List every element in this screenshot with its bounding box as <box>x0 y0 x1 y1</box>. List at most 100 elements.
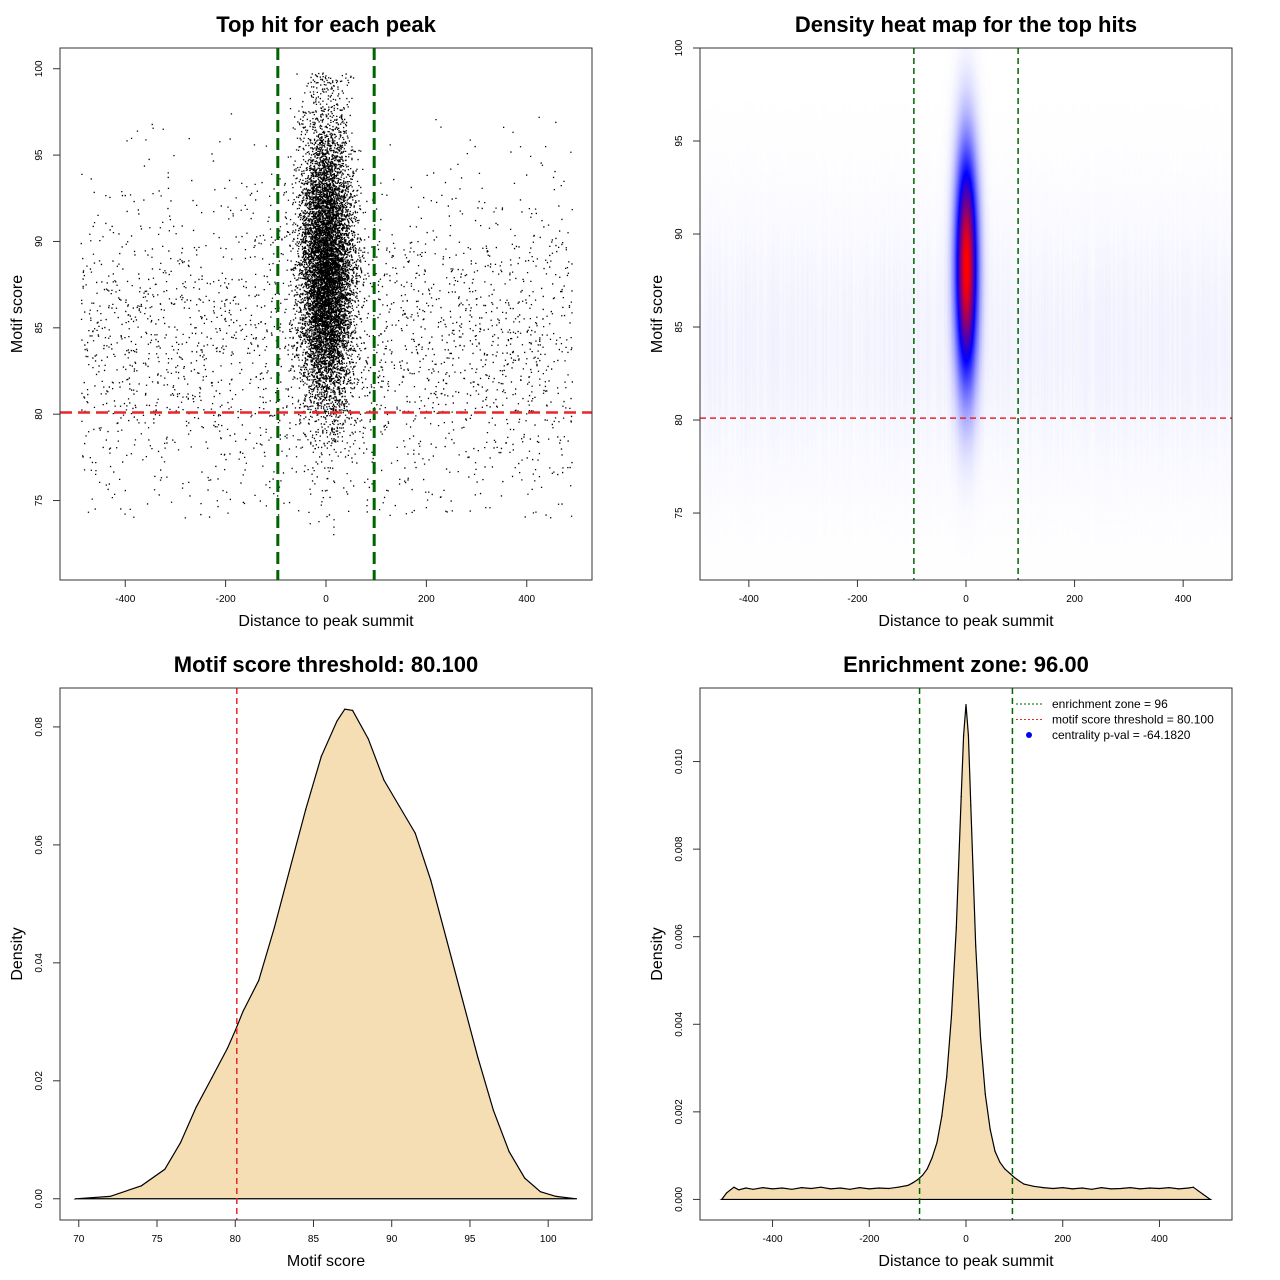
density-area <box>719 704 1211 1201</box>
density-point <box>950 1014 953 1017</box>
density-point <box>1110 1188 1112 1190</box>
y-tick-label: 0.004 <box>674 1011 685 1036</box>
density-point <box>1139 1188 1141 1190</box>
density-point <box>414 832 416 834</box>
density-point <box>975 944 977 947</box>
density-point <box>1158 1187 1161 1190</box>
density-point <box>936 1141 938 1144</box>
density-point <box>195 1106 197 1108</box>
y-axis-label: Density <box>649 927 666 980</box>
y-tick-label: 80 <box>34 408 45 420</box>
y-tick-label: 0.008 <box>674 836 685 861</box>
legend-label: centrality p-val = -64.1820 <box>1052 728 1191 742</box>
density-point <box>211 1077 213 1079</box>
x-tick-label: -400 <box>739 594 759 605</box>
y-tick-label: 95 <box>674 135 685 147</box>
density-point <box>383 779 385 781</box>
y-tick-label: 100 <box>674 39 685 56</box>
density-point <box>830 1188 832 1190</box>
density-point <box>1033 1185 1035 1187</box>
x-tick-label: 75 <box>151 1234 163 1245</box>
y-tick-label: 0.06 <box>34 835 45 855</box>
x-tick-label: -200 <box>847 594 867 605</box>
x-axis-label: Distance to peak summit <box>238 613 414 630</box>
density-point <box>524 1177 526 1179</box>
density-point <box>508 1151 510 1153</box>
density-point <box>1042 1187 1044 1189</box>
density-point <box>1197 1190 1199 1192</box>
plot-frame <box>59 687 593 1221</box>
density-point <box>752 1188 754 1190</box>
density-vertices <box>721 704 1211 1200</box>
density-point <box>738 1189 740 1191</box>
density-point <box>352 709 354 712</box>
y-tick-label: 100 <box>34 60 45 77</box>
density-point <box>1008 1172 1011 1174</box>
x-tick-label: 95 <box>464 1234 476 1245</box>
density-point <box>226 1047 228 1049</box>
density-point <box>109 1195 111 1197</box>
density-point <box>575 1198 578 1200</box>
y-axis-label: Motif score <box>9 275 26 353</box>
density-heatmap <box>700 48 1232 580</box>
density-point <box>868 1188 870 1190</box>
density-point <box>398 805 401 808</box>
density-point <box>921 1174 924 1176</box>
density-point <box>1209 1198 1211 1200</box>
y-tick-label: 0.02 <box>34 1071 45 1091</box>
density-point <box>344 708 346 710</box>
density-point <box>258 979 260 982</box>
y-tick-label: 0.04 <box>34 953 45 973</box>
density-point <box>320 755 322 758</box>
chart-title: Motif score threshold: 80.100 <box>174 652 478 677</box>
density-point <box>791 1188 793 1190</box>
y-tick-label: 0.002 <box>674 1099 685 1124</box>
density-point <box>979 1036 982 1038</box>
density-point <box>965 704 967 706</box>
x-tick-label: -200 <box>216 594 236 605</box>
data-points <box>80 72 573 536</box>
x-axis-label: Distance to peak summit <box>878 1253 1054 1270</box>
density-point <box>336 720 338 722</box>
density-point <box>999 1161 1001 1163</box>
density-point <box>1071 1188 1073 1190</box>
density-point <box>984 1093 986 1095</box>
x-tick-label: 70 <box>73 1234 85 1245</box>
density-point <box>771 1188 774 1190</box>
chart-title: Density heat map for the top hits <box>795 12 1137 37</box>
density-point <box>781 1187 783 1189</box>
density-point <box>1202 1193 1204 1195</box>
x-tick-label: 85 <box>308 1234 320 1245</box>
x-tick-label: 80 <box>230 1234 242 1245</box>
density-point <box>1168 1187 1170 1189</box>
density-point <box>305 808 307 811</box>
density-point <box>955 927 957 929</box>
y-tick-label: 0.000 <box>674 1186 685 1211</box>
density-point <box>1052 1187 1054 1190</box>
density-point <box>963 734 965 736</box>
x-tick-label: 400 <box>1175 594 1192 605</box>
x-tick-label: 200 <box>1066 594 1083 605</box>
density-point <box>897 1186 899 1188</box>
density-point <box>555 1195 557 1197</box>
plot-frame <box>59 47 593 581</box>
plot-frame <box>699 687 1233 1221</box>
x-tick-label: 0 <box>963 594 969 605</box>
y-tick-label: 90 <box>34 235 45 247</box>
legend: enrichment zone = 96 motif score threshol… <box>1016 697 1214 742</box>
density-point <box>907 1184 909 1186</box>
density-point <box>849 1188 851 1190</box>
chart-title: Top hit for each peak <box>216 12 436 37</box>
density-point <box>477 1056 479 1058</box>
density-point <box>721 1198 723 1200</box>
density-point <box>1178 1188 1180 1190</box>
density-point <box>430 879 432 881</box>
density-point <box>242 1010 244 1012</box>
density-point <box>234 1030 236 1032</box>
density-point <box>960 796 962 798</box>
density-point <box>1091 1188 1093 1190</box>
density-point <box>1187 1187 1190 1189</box>
density-point <box>445 938 448 940</box>
density-point <box>273 926 275 929</box>
